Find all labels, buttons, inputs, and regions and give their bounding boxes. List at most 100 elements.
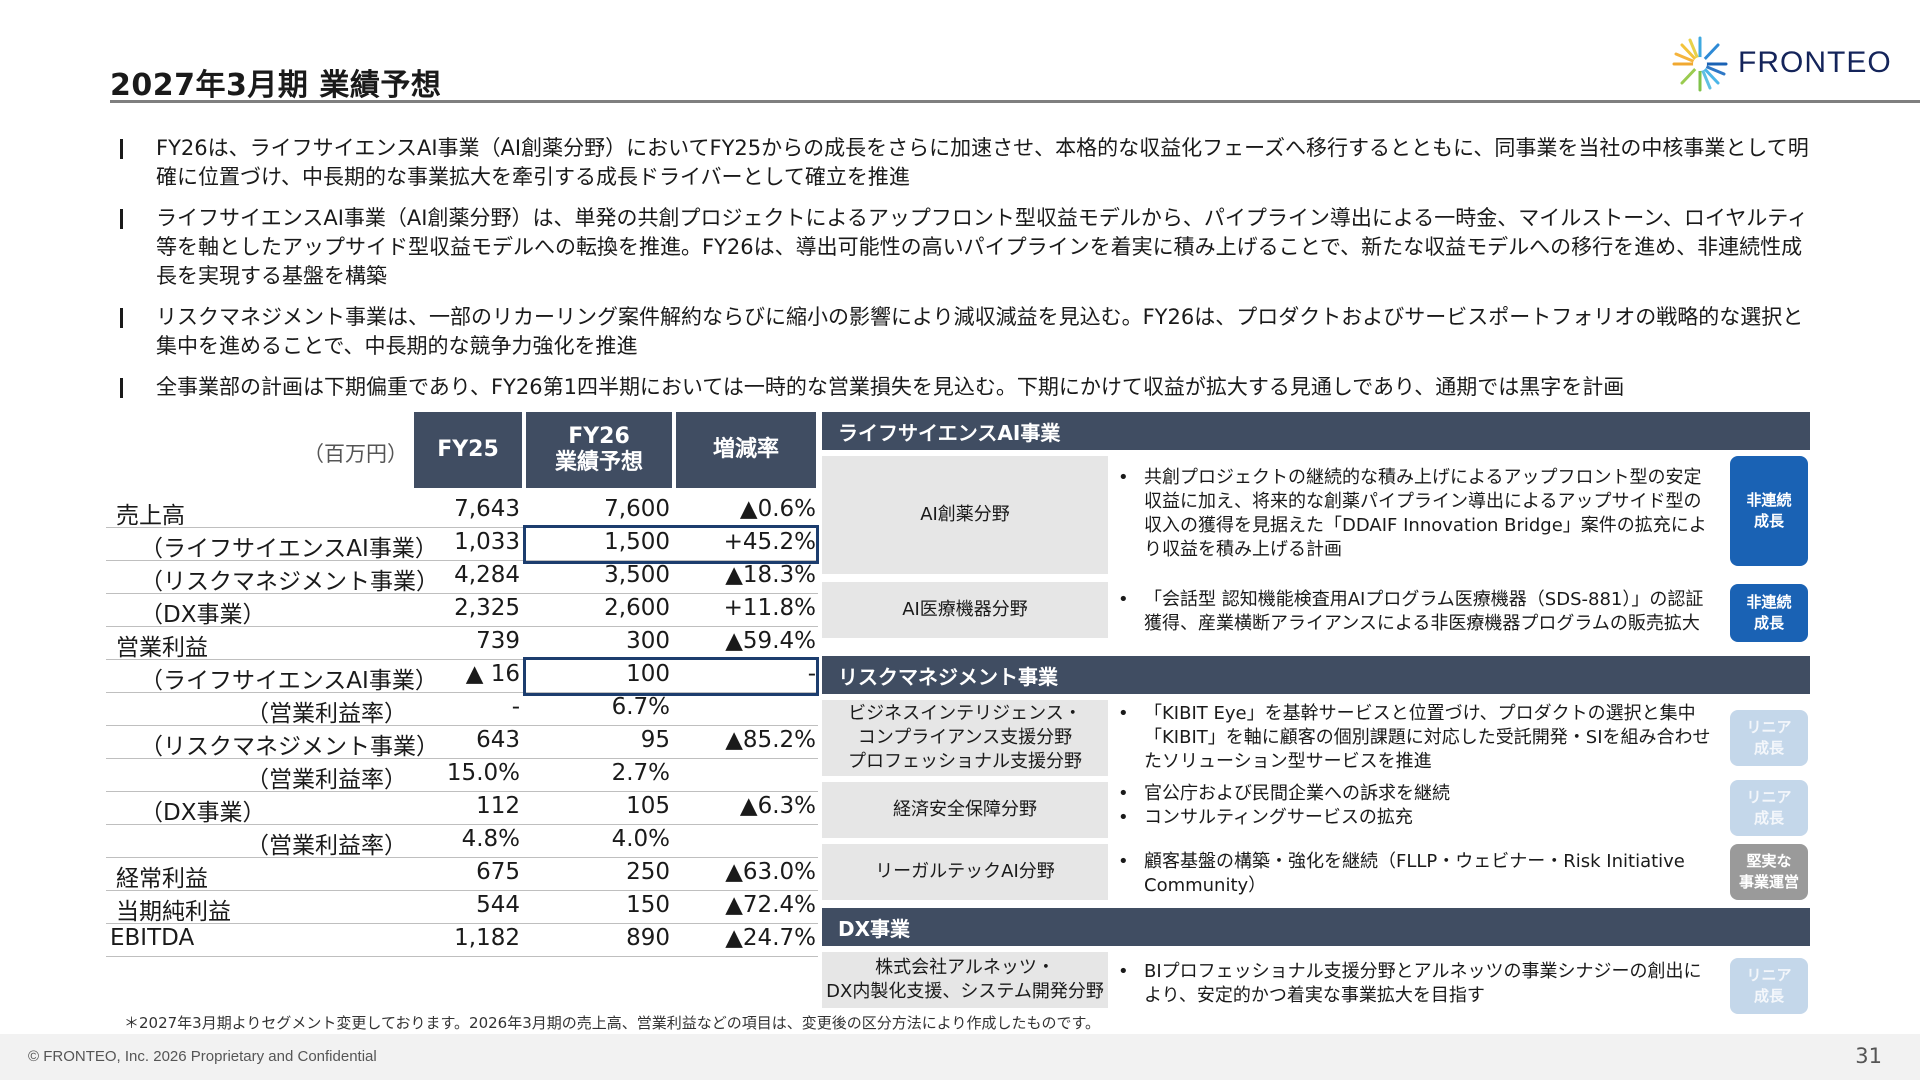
row-label: （DX事業） <box>140 602 266 628</box>
cell-fy26: 150 <box>626 892 670 918</box>
cell-fy25: 2,325 <box>454 595 520 621</box>
section-header-dx: DX事業 <box>822 908 1810 946</box>
cell-fy25: 544 <box>476 892 520 918</box>
table-row: （営業利益率） 4.8% 4.0% <box>106 824 818 859</box>
summary-bullets: FY26は、ライフサイエンスAI事業（AI創薬分野）においてFY25からの成長を… <box>120 134 1820 414</box>
bullet-dot-icon: • <box>1118 589 1129 610</box>
row-label: （リスクマネジメント事業） <box>140 734 439 760</box>
cell-fy26: 300 <box>626 628 670 654</box>
cell-change: +11.8% <box>723 595 816 621</box>
bullet-item: リスクマネジメント事業は、一部のリカーリング案件解約ならびに縮小の影響により減収… <box>120 303 1820 361</box>
bullet-dot-icon: • <box>1118 703 1129 724</box>
bullet-dot-icon: • <box>1118 467 1129 488</box>
cell-fy25: ▲ 16 <box>465 661 520 687</box>
cell-fy26: 1,500 <box>604 529 670 555</box>
table-row: （営業利益率） - 6.7% <box>106 692 818 727</box>
table-row: 営業利益 739 300 ▲59.4% <box>106 626 818 661</box>
cell-fy25: 4,284 <box>454 562 520 588</box>
row-label: （DX事業） <box>140 800 266 826</box>
cell-fy26: 250 <box>626 859 670 885</box>
field-desc-ai-drug: • 共創プロジェクトの継続的な積み上げによるアップフロント型の安定収益に加え、将来… <box>1112 466 1712 562</box>
table-row: 当期純利益 544 150 ▲72.4% <box>106 890 818 925</box>
growth-tag: 非連続 成長 <box>1730 584 1808 642</box>
page-title: 2027年3月期 業績予想 <box>110 68 442 103</box>
bullet-bar-icon <box>120 139 123 159</box>
logo-wordmark: FRONTEO <box>1738 46 1892 79</box>
row-label: 売上高 <box>116 503 185 529</box>
table-row: 売上高 7,643 7,600 ▲0.6% <box>106 494 818 529</box>
table-row: EBITDA 1,182 890 ▲24.7% <box>106 923 818 957</box>
cell-change: ▲63.0% <box>725 859 816 885</box>
desc-point: • 「会話型 認知機能検査用AIプログラム医療機器（SDS-881）」の認証獲得、… <box>1118 589 1704 634</box>
cell-change: ▲59.4% <box>725 628 816 654</box>
cell-change: +45.2% <box>723 529 816 555</box>
cell-fy25: - <box>511 694 520 720</box>
cell-fy25: 1,033 <box>454 529 520 555</box>
growth-tag: リニア 成長 <box>1730 780 1808 836</box>
table-row: （リスクマネジメント事業） 643 95 ▲85.2% <box>106 725 818 760</box>
field-box-legaltech: リーガルテックAI分野 <box>822 844 1108 900</box>
row-label: 経常利益 <box>116 866 208 892</box>
cell-fy25: 739 <box>476 628 520 654</box>
table-row: 経常利益 675 250 ▲63.0% <box>106 857 818 892</box>
cell-change: - <box>807 661 816 687</box>
copyright: © FRONTEO, Inc. 2026 Proprietary and Con… <box>28 1048 377 1065</box>
header-fy26-line1: FY26 <box>568 424 630 449</box>
cell-fy26: 7,600 <box>604 496 670 522</box>
header-change: 増減率 <box>676 412 816 488</box>
growth-tag: リニア 成長 <box>1730 958 1808 1014</box>
cell-change: ▲0.6% <box>739 496 816 522</box>
row-label: （営業利益率） <box>246 701 407 727</box>
field-box-alnets: 株式会社アルネッツ・ DX内製化支援、システム開発分野 <box>822 952 1108 1008</box>
bullet-dot-icon: • <box>1118 851 1129 872</box>
field-box-economic-security: 経済安全保障分野 <box>822 782 1108 838</box>
page-number: 31 <box>1855 1044 1882 1068</box>
field-box-bi-compliance: ビジネスインテリジェンス・ コンプライアンス支援分野 プロフェッショナル支援分野 <box>822 700 1108 776</box>
row-label: 当期純利益 <box>116 899 231 925</box>
row-label: （ライフサイエンスAI事業） <box>140 668 438 694</box>
bullet-dot-icon: • <box>1118 783 1129 804</box>
highlight-box-lifescience-op <box>523 657 819 696</box>
cell-change: ▲18.3% <box>725 562 816 588</box>
bullet-item: ライフサイエンスAI事業（AI創薬分野）は、単発の共創プロジェクトによるアップフ… <box>120 204 1820 291</box>
cell-fy26: 4.0% <box>611 826 670 852</box>
desc-point: • 官公庁および民間企業への訴求を継続 <box>1118 783 1450 804</box>
desc-point: • コンサルティングサービスの拡充 <box>1118 807 1413 828</box>
row-label: （営業利益率） <box>246 767 407 793</box>
cell-fy26: 2,600 <box>604 595 670 621</box>
growth-tag: リニア 成長 <box>1730 710 1808 766</box>
bullet-bar-icon <box>120 378 123 398</box>
cell-fy25: 4.8% <box>461 826 520 852</box>
field-desc-ai-medical: • 「会話型 認知機能検査用AIプログラム医療機器（SDS-881）」の認証獲得、… <box>1112 588 1712 636</box>
cell-fy26: 3,500 <box>604 562 670 588</box>
table-row: （ライフサイエンスAI事業） ▲ 16 100 - <box>106 659 818 694</box>
field-box-ai-drug: AI創薬分野 <box>822 456 1108 574</box>
bullet-item: FY26は、ライフサイエンスAI事業（AI創薬分野）においてFY25からの成長を… <box>120 134 1820 192</box>
cell-change: ▲24.7% <box>725 925 816 951</box>
bullet-bar-icon <box>120 308 123 328</box>
cell-change: ▲6.3% <box>739 793 816 819</box>
table-row: （DX事業） 112 105 ▲6.3% <box>106 791 818 826</box>
cell-fy25: 15.0% <box>446 760 520 786</box>
cell-fy26: 6.7% <box>611 694 670 720</box>
cell-fy26: 105 <box>626 793 670 819</box>
cell-fy25: 675 <box>476 859 520 885</box>
unit-label: （百万円） <box>303 442 408 466</box>
bullet-item: 全事業部の計画は下期偏重であり、FY26第1四半期においては一時的な営業損失を見… <box>120 373 1820 402</box>
desc-point: • 「KIBIT Eye」を基幹サービスと位置づけ、プロダクトの選択と集中「KIB… <box>1118 703 1711 772</box>
desc-point: • BIプロフェッショナル支援分野とアルネッツの事業シナジーの創出により、安定的か… <box>1118 961 1702 1006</box>
desc-point: • 顧客基盤の構築・強化を継続（FLLP・ウェビナー・Risk Initiativ… <box>1118 851 1685 896</box>
cell-change: ▲72.4% <box>725 892 816 918</box>
footer: © FRONTEO, Inc. 2026 Proprietary and Con… <box>0 1034 1920 1080</box>
field-desc-bi-compliance: • 「KIBIT Eye」を基幹サービスと位置づけ、プロダクトの選択と集中「KIB… <box>1112 702 1712 774</box>
section-header-lifescience: ライフサイエンスAI事業 <box>822 412 1810 450</box>
field-box-ai-medical: AI医療機器分野 <box>822 582 1108 638</box>
cell-change: ▲85.2% <box>725 727 816 753</box>
title-divider <box>110 100 1920 103</box>
cell-fy25: 643 <box>476 727 520 753</box>
desc-point: • 共創プロジェクトの継続的な積み上げによるアップフロント型の安定収益に加え、将来… <box>1118 467 1707 560</box>
cell-fy26: 95 <box>640 727 670 753</box>
section-header-risk: リスクマネジメント事業 <box>822 656 1810 694</box>
row-label: （営業利益率） <box>246 833 407 859</box>
cell-fy26: 890 <box>626 925 670 951</box>
